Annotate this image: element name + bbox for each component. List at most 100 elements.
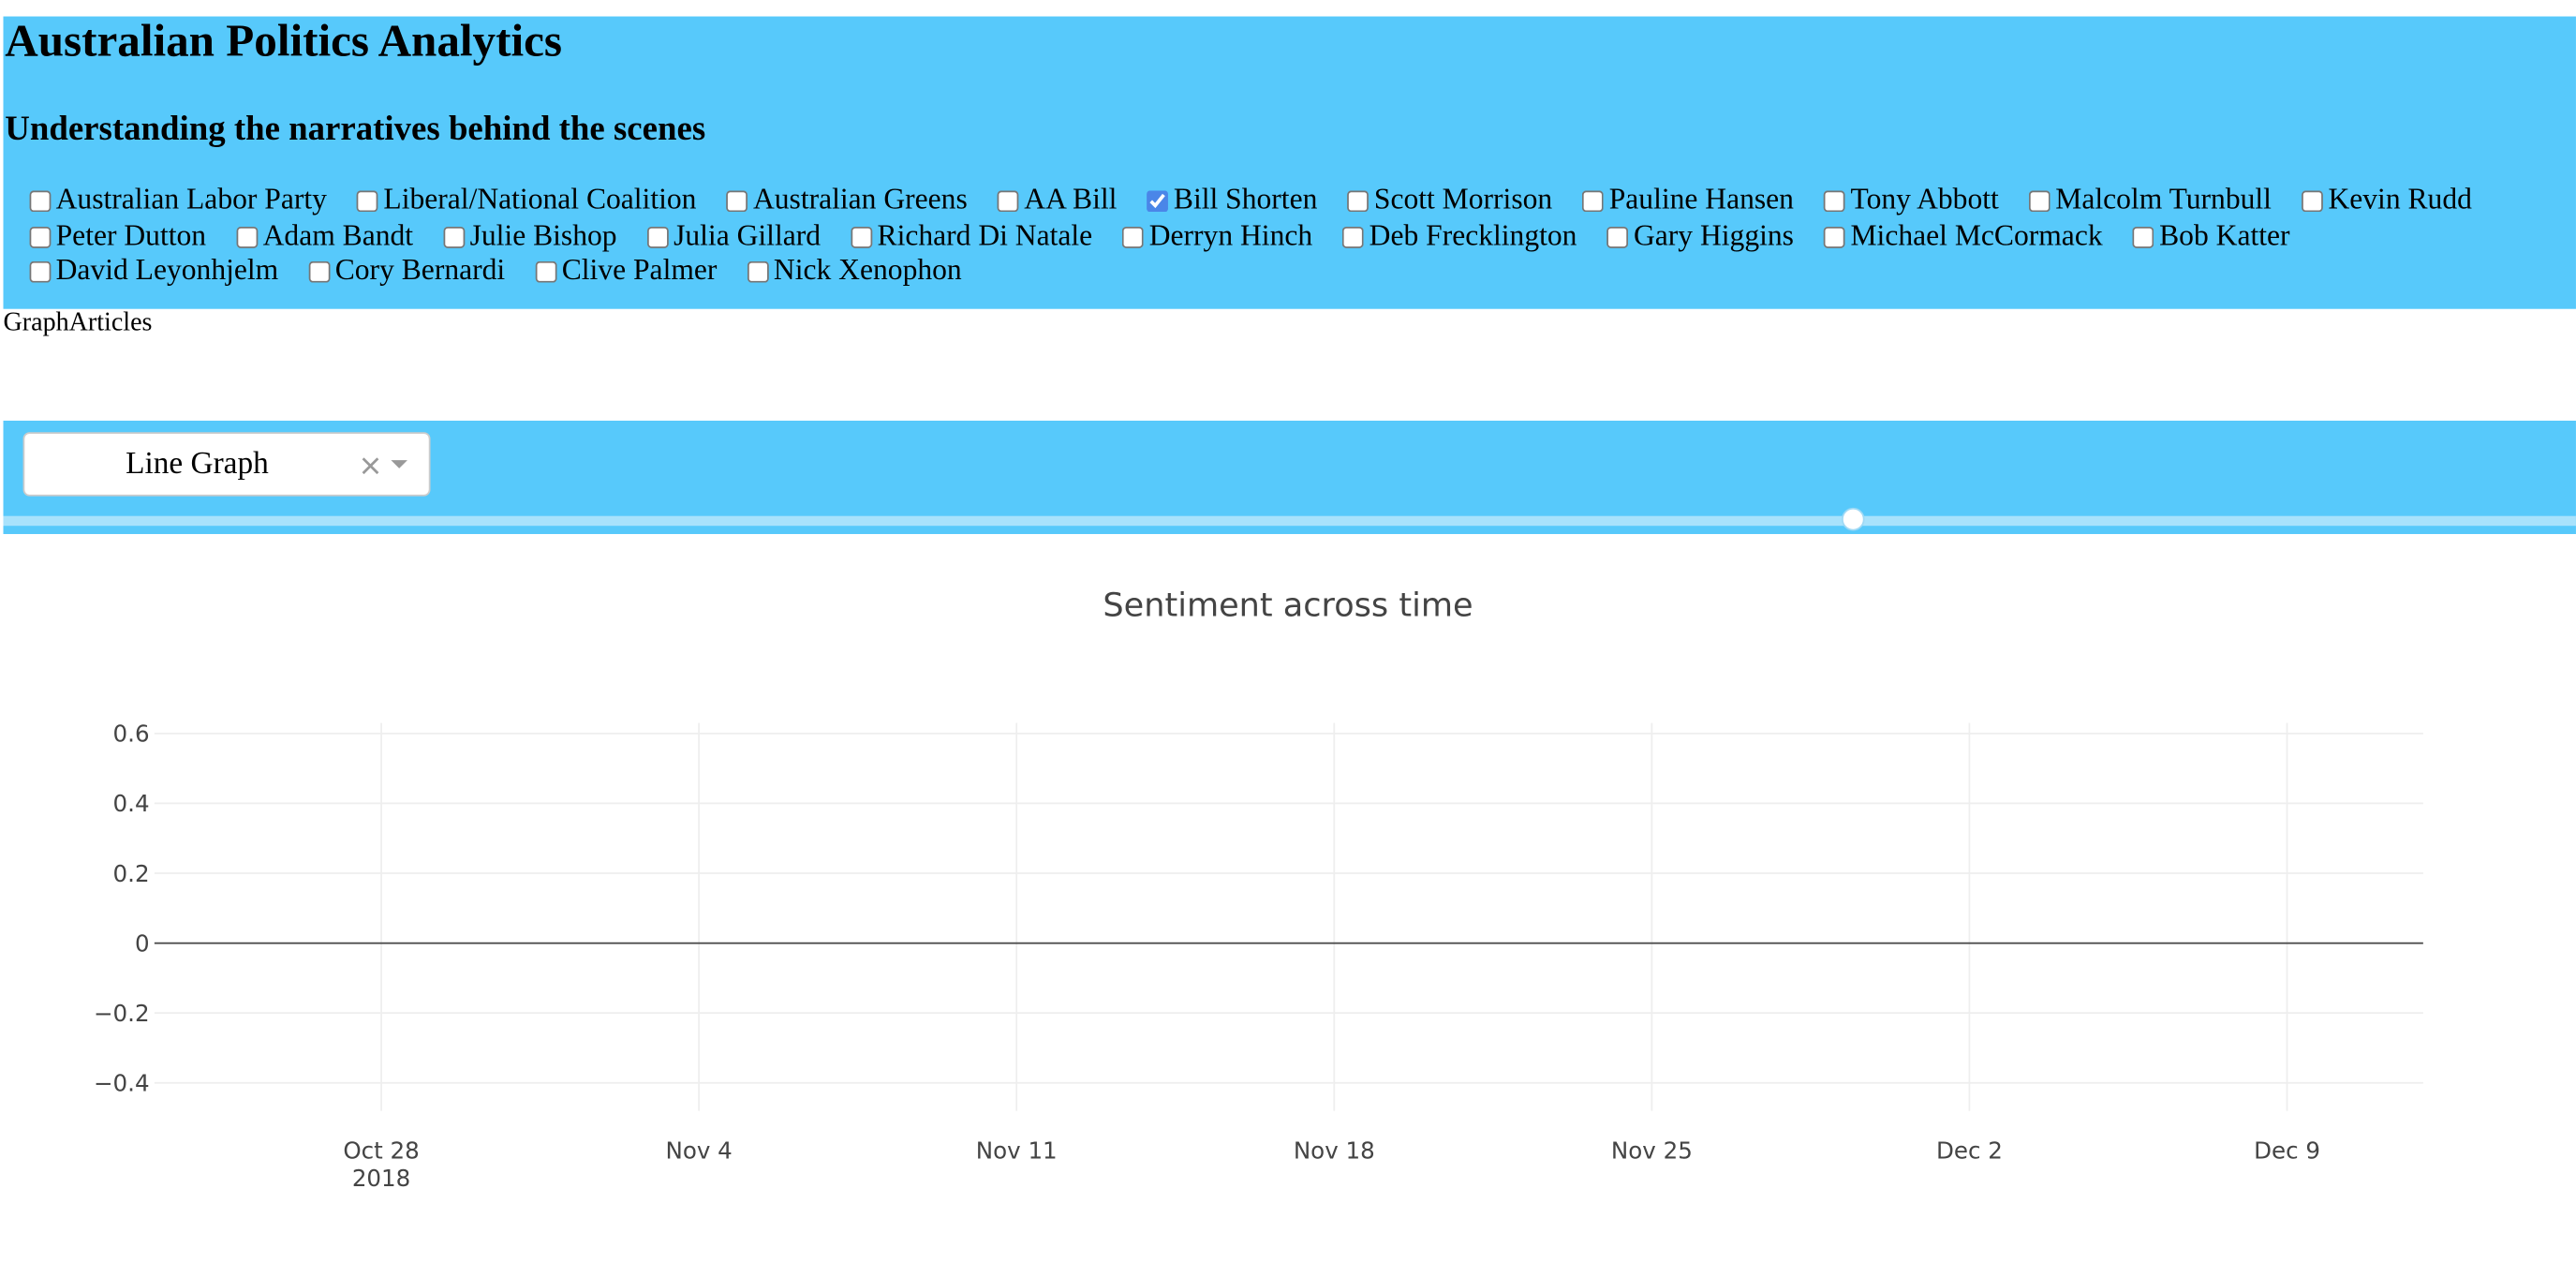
filter-option[interactable]: Peter Dutton — [20, 217, 206, 250]
filter-label: Peter Dutton — [55, 217, 207, 251]
checkbox[interactable] — [1582, 191, 1605, 213]
checkbox[interactable] — [29, 226, 52, 248]
filter-option[interactable]: AA Bill — [988, 182, 1118, 215]
page-title: Australian Politics Analytics — [5, 16, 563, 67]
checkbox[interactable] — [357, 191, 379, 213]
checkbox[interactable] — [1347, 191, 1369, 213]
dropdown-icons — [362, 457, 407, 475]
x-tick-label: Nov 25 — [1611, 1137, 1693, 1164]
page-subtitle: Understanding the narratives behind the … — [5, 108, 706, 148]
filter-label: Richard Di Natale — [877, 217, 1093, 251]
filter-option[interactable]: Cory Bernardi — [299, 253, 505, 286]
filter-option[interactable]: David Leyonhjelm — [20, 253, 278, 286]
filter-label: Deb Frecklington — [1369, 217, 1577, 251]
filter-option[interactable]: Pauline Hansen — [1573, 183, 1794, 215]
checkbox[interactable] — [1342, 226, 1365, 248]
tabs: Graph Articles — [4, 309, 2576, 421]
checkbox[interactable] — [851, 226, 873, 248]
y-tick-label: −0.4 — [94, 1070, 150, 1097]
checkbox[interactable] — [998, 191, 1020, 213]
checkbox[interactable] — [2133, 226, 2154, 248]
checkbox[interactable] — [2029, 191, 2051, 213]
x-tick-label: Nov 18 — [1294, 1137, 1375, 1164]
filter-label: Clive Palmer — [561, 253, 718, 287]
filter-label: Australian Greens — [752, 182, 968, 215]
checkbox[interactable] — [443, 226, 466, 248]
controls-band — [3, 420, 2576, 534]
filter-option[interactable]: Gary Higgins — [1597, 217, 1794, 250]
checkbox[interactable] — [1824, 226, 1846, 248]
checkbox[interactable] — [2302, 191, 2324, 213]
checkbox[interactable] — [1824, 191, 1846, 213]
filter-option[interactable]: Bill Shorten — [1137, 183, 1317, 215]
filter-label: Cory Bernardi — [334, 253, 506, 287]
checkbox[interactable] — [29, 261, 52, 284]
checkbox[interactable] — [29, 191, 52, 213]
dropdown-value: Line Graph — [126, 447, 269, 482]
y-tick-label: 0 — [135, 929, 150, 957]
filter-option[interactable]: Nick Xenophon — [737, 253, 962, 287]
checkbox[interactable] — [1122, 226, 1145, 248]
tab[interactable]: Graph — [3, 308, 69, 337]
checkbox[interactable] — [535, 261, 557, 284]
filter-label: Bill Shorten — [1173, 182, 1318, 215]
filter-label: Michael McCormack — [1850, 217, 2103, 251]
filter-option[interactable]: Adam Bandt — [227, 217, 413, 250]
filter-checklist: Australian Labor Party Liberal/National … — [20, 183, 2558, 289]
checkbox[interactable] — [1606, 226, 1629, 248]
filter-label: Liberal/National Coalition — [383, 182, 697, 215]
filter-option[interactable]: Richard Di Natale — [841, 217, 1092, 250]
chart: Sentiment across time Oct 28 2018 Nov 4 Nov… — [94, 587, 2423, 1192]
filter-option[interactable]: Julie Bishop — [434, 217, 617, 250]
checkbox[interactable] — [1147, 191, 1169, 213]
x-tick-label: Oct 28 2018 — [343, 1137, 419, 1192]
filter-label: Bob Katter — [2159, 217, 2290, 251]
filter-label: Gary Higgins — [1633, 217, 1794, 251]
filter-label: Adam Bandt — [262, 217, 414, 251]
x-tick-label: Dec 2 — [1936, 1137, 2003, 1164]
y-tick-label: 0.4 — [113, 790, 150, 817]
x-tick-label: Dec 9 — [2254, 1137, 2320, 1164]
tab[interactable]: Articles — [68, 308, 153, 337]
filter-label: Pauline Hansen — [1608, 182, 1794, 215]
filter-label: Australian Labor Party — [55, 182, 327, 215]
filter-option[interactable]: Derryn Hinch — [1113, 217, 1312, 250]
filter-label: Derryn Hinch — [1148, 217, 1313, 251]
filter-option[interactable]: Julia Gillard — [638, 217, 822, 251]
checkbox[interactable] — [726, 191, 748, 213]
chart-type-dropdown[interactable]: Line Graph — [22, 432, 431, 497]
y-tick-label: 0.6 — [113, 721, 150, 748]
filter-option[interactable]: Liberal/National Coalition — [348, 182, 697, 215]
checkbox[interactable] — [747, 261, 769, 284]
filter-option[interactable]: Bob Katter — [2124, 217, 2290, 250]
filter-option[interactable]: Tony Abbott — [1814, 183, 1999, 215]
header-band — [3, 16, 2576, 309]
checkbox[interactable] — [308, 261, 331, 284]
arrow-icon[interactable] — [391, 460, 407, 468]
clear-icon[interactable] — [362, 457, 379, 475]
filter-label: Julia Gillard — [674, 217, 822, 251]
x-tick-label: Nov 4 — [665, 1137, 732, 1164]
filter-label: AA Bill — [1024, 182, 1118, 215]
filter-option[interactable]: Malcolm Turnbull — [2020, 183, 2272, 215]
filter-label: Malcolm Turnbull — [2055, 182, 2272, 215]
filter-option[interactable]: Australian Labor Party — [20, 183, 327, 215]
filter-option[interactable]: Deb Frecklington — [1333, 217, 1577, 250]
y-tick-label: −0.2 — [94, 1000, 150, 1027]
x-tick-label: Nov 11 — [976, 1137, 1058, 1164]
filter-option[interactable]: Clive Palmer — [526, 253, 717, 286]
filter-label: David Leyonhjelm — [55, 253, 279, 287]
filter-label: Julie Bishop — [469, 217, 617, 251]
checkbox[interactable] — [647, 226, 669, 248]
slider-track[interactable] — [3, 515, 2576, 527]
checkbox[interactable] — [236, 226, 259, 248]
slider-handle[interactable] — [1842, 507, 1865, 531]
filter-option[interactable]: Michael McCormack — [1814, 217, 2103, 250]
filter-option[interactable]: Australian Greens — [717, 182, 968, 215]
filter-label: Tony Abbott — [1850, 182, 1999, 215]
filter-option[interactable]: Scott Morrison — [1338, 183, 1552, 215]
filter-option[interactable]: Kevin Rudd — [2292, 183, 2472, 215]
filter-label: Nick Xenophon — [773, 253, 962, 287]
